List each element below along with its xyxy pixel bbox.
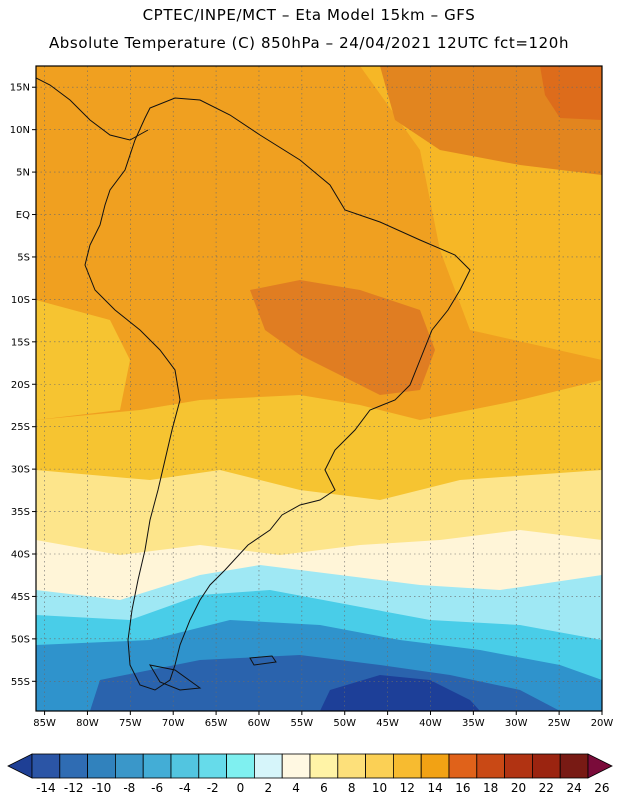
x-tick-label: 85W: [33, 718, 56, 729]
x-tick-label: 35W: [462, 718, 485, 729]
y-tick-label: 45S: [11, 592, 30, 603]
y-tick-label: 55S: [11, 677, 30, 688]
field-cold5: [320, 675, 480, 711]
temperature-field: [36, 66, 602, 711]
y-tick-label: 30S: [11, 465, 30, 476]
colorbar-segment: [532, 753, 561, 779]
x-tick-label: 70W: [162, 718, 185, 729]
x-tick-label: 40W: [419, 718, 442, 729]
field-hotter-ne: [540, 66, 602, 120]
y-tick-label: 50S: [11, 634, 30, 645]
field-hot-central: [250, 280, 435, 395]
colorbar-min-arrow: [7, 753, 33, 779]
colorbar-label: -2: [207, 781, 219, 795]
colorbar-label: 24: [566, 781, 581, 795]
x-tick-label: 65W: [205, 718, 228, 729]
colorbar-label: -12: [64, 781, 84, 795]
colorbar: -14 -12 -10 -8 -6 -4 -2 0 2 4 6 8 10 12 14 16 18 20 22 24 26…: [7, 753, 613, 795]
colorbar-segment: [392, 753, 422, 779]
y-tick-label: 10S: [11, 295, 30, 306]
plot-frame: [35, 65, 603, 712]
colorbar-label: -8: [123, 781, 135, 795]
tierra-del-fuego: [149, 664, 202, 691]
y-axis-labels: 15N 10N 5N EQ 5S 10S 15S 20S 25S 30S 35S 40S 45S 50S 5…: [10, 83, 36, 688]
x-tick-label: 80W: [76, 718, 99, 729]
colorbar-label: 10: [372, 781, 387, 795]
y-tick-label: 40S: [11, 549, 30, 560]
colorbar-segment: [559, 753, 589, 779]
x-tick-label: 50W: [333, 718, 356, 729]
y-tick-label: 25S: [11, 422, 30, 433]
colorbar-segment: [59, 753, 88, 779]
colorbar-label: -4: [179, 781, 191, 795]
colorbar-label: 2: [264, 781, 272, 795]
x-tick-label: 75W: [119, 718, 142, 729]
colorbar-segment: [337, 753, 366, 779]
colorbar-label: -6: [151, 781, 163, 795]
colorbar-segment: [309, 753, 339, 779]
colorbar-segment: [420, 753, 450, 779]
y-tick-label: 35S: [11, 507, 30, 518]
colorbar-label: 22: [539, 781, 554, 795]
x-tick-label: 25W: [548, 718, 571, 729]
colorbar-segment: [31, 753, 61, 779]
colorbar-segment: [198, 753, 228, 779]
x-tick-label: 20W: [591, 718, 614, 729]
x-tick-label: 30W: [505, 718, 528, 729]
x-tick-label: 45W: [376, 718, 399, 729]
colorbar-segment: [226, 753, 255, 779]
y-tick-label: 5S: [17, 252, 30, 263]
colorbar-label: 8: [348, 781, 356, 795]
colorbar-segment: [142, 753, 172, 779]
colorbar-segment: [476, 753, 505, 779]
colorbar-label: 6: [320, 781, 328, 795]
x-tick-label: 60W: [248, 718, 271, 729]
colorbar-label: -10: [92, 781, 112, 795]
colorbar-label: -14: [36, 781, 56, 795]
colorbar-label: 20: [511, 781, 526, 795]
colorbar-label: 16: [455, 781, 470, 795]
colorbar-segment: [365, 753, 394, 779]
y-tick-label: 10N: [10, 125, 30, 136]
y-tick-label: 5N: [16, 168, 30, 179]
colorbar-label: 12: [400, 781, 415, 795]
colorbar-label: 4: [292, 781, 300, 795]
y-tick-label: 20S: [11, 380, 30, 391]
colorbar-label: 14: [427, 781, 442, 795]
colorbar-max-arrow: [587, 753, 613, 779]
x-tick-label: 55W: [291, 718, 314, 729]
coastline: [36, 77, 471, 691]
colorbar-label: 0: [237, 781, 245, 795]
title-line-1: CPTEC/INPE/MCT – Eta Model 15km – GFS: [142, 6, 476, 24]
south-america-outline: [84, 97, 471, 691]
falklands: [249, 655, 277, 666]
field-mild-westcoast: [36, 300, 130, 420]
colorbar-segment: [170, 753, 200, 779]
colorbar-segment: [504, 753, 533, 779]
colorbar-segment: [253, 753, 283, 779]
title-line-2: Absolute Temperature (C) 850hPa – 24/04/…: [48, 34, 570, 52]
colorbar-label: 26: [594, 781, 609, 795]
y-tick-label: 15S: [11, 337, 30, 348]
colorbar-segment: [87, 753, 116, 779]
colorbar-segment: [115, 753, 144, 779]
y-tick-label: 15N: [10, 83, 30, 94]
x-axis-labels: 85W 80W 75W 70W 65W 60W 55W 50W 45W 40W 35W 30W 25W 2…: [33, 711, 613, 729]
y-tick-label: EQ: [16, 210, 30, 221]
colorbar-label: 18: [483, 781, 498, 795]
colorbar-segment: [281, 753, 311, 779]
central-america-outline: [36, 77, 149, 141]
colorbar-segment: [448, 753, 478, 779]
